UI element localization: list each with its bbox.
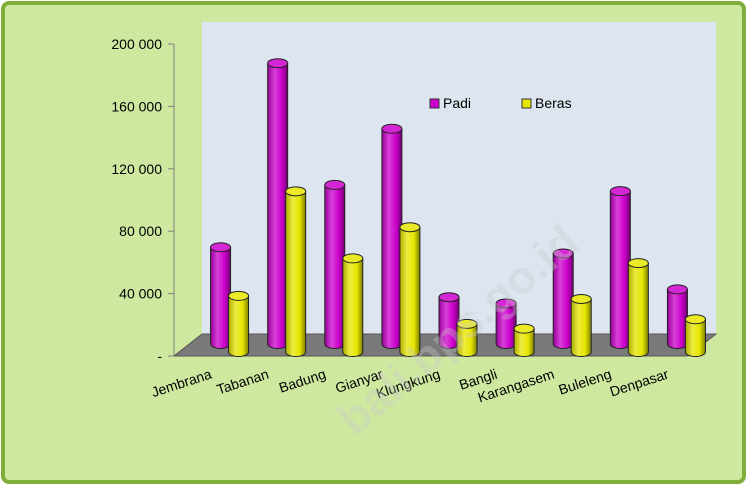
bar-top-beras [456, 318, 478, 329]
bar-beras [399, 226, 421, 357]
y-tick-label: 200 000 [111, 36, 162, 52]
bar-beras [342, 257, 364, 357]
bar-top-beras [228, 290, 250, 301]
bar-beras [228, 295, 250, 357]
bar-top-beras [285, 186, 307, 197]
bar-top-padi [381, 123, 403, 134]
bar-padi [666, 288, 688, 349]
bar-top-beras [342, 253, 364, 264]
bar-top-beras [399, 222, 421, 233]
y-tick-label: 80 000 [119, 223, 162, 239]
legend-swatch-beras [521, 98, 532, 109]
bar-padi [267, 62, 289, 349]
bar-top-padi [210, 242, 232, 253]
bar-padi [210, 246, 232, 349]
legend-swatch-padi [429, 98, 440, 109]
y-tick-label: 120 000 [111, 161, 162, 177]
bar-beras [285, 190, 307, 357]
bar-top-padi [438, 292, 460, 303]
bar-top-padi [267, 58, 289, 69]
legend-label-padi: Padi [443, 95, 471, 111]
bar-top-beras [684, 314, 706, 325]
bar-top-padi [324, 179, 346, 190]
bar-beras [456, 323, 478, 357]
bar-top-beras [627, 258, 649, 269]
legend-label-beras: Beras [535, 95, 572, 111]
y-tick-label: - [157, 348, 162, 364]
bar-beras [570, 298, 592, 357]
bar-padi [381, 128, 403, 349]
bar-beras [627, 262, 649, 357]
bar-beras [684, 318, 706, 357]
bar-top-padi [495, 298, 517, 309]
bar-beras [513, 328, 535, 357]
bar-top-padi [552, 248, 574, 259]
bar-padi [324, 184, 346, 349]
bar-top-beras [513, 323, 535, 334]
bar-top-beras [570, 293, 592, 304]
y-tick-label: 160 000 [111, 98, 162, 114]
bar-top-padi [609, 186, 631, 197]
bar-padi [609, 190, 631, 349]
bar-top-padi [666, 284, 688, 295]
y-tick-label: 40 000 [119, 286, 162, 302]
